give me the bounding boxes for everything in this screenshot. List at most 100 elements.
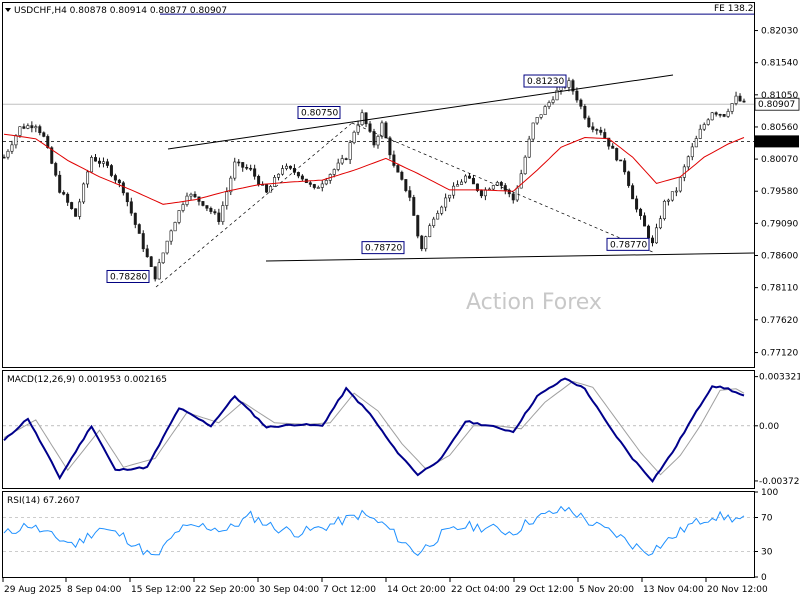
candle: [181, 202, 185, 213]
candle: [467, 173, 471, 179]
candle: [376, 134, 380, 149]
support-trendline: [265, 252, 755, 262]
candle: [416, 214, 420, 239]
annotation-label: 0.78770: [610, 240, 647, 250]
candle: [284, 163, 288, 171]
candle: [643, 212, 647, 227]
candle: [209, 206, 213, 215]
annotation-label: 0.81230: [527, 77, 564, 87]
candle: [654, 223, 658, 244]
candle: [650, 235, 654, 247]
price-tick-label: 0.78600: [761, 252, 798, 262]
time-tick-label: 29 Aug 2025: [4, 585, 62, 595]
candle: [269, 185, 273, 193]
candle: [54, 161, 58, 177]
candle: [30, 121, 34, 133]
candle: [523, 155, 527, 175]
candle: [277, 173, 281, 181]
candle: [511, 192, 515, 204]
candle: [722, 114, 726, 118]
price-tag: 0.80340: [758, 137, 795, 147]
candle: [444, 193, 448, 212]
candle: [101, 157, 105, 168]
candle: [241, 162, 245, 172]
candle: [332, 168, 336, 178]
candle: [153, 266, 157, 282]
price-annotation: 0.78770: [606, 237, 650, 251]
time-tick-label: 8 Sep 04:00: [67, 585, 122, 595]
candle: [229, 175, 233, 196]
candle: [400, 170, 404, 181]
candle: [66, 192, 70, 206]
candle: [436, 210, 440, 220]
candle: [615, 147, 619, 162]
candle: [82, 182, 86, 204]
price-annotation: 0.81230: [523, 74, 567, 88]
price-annotation: 0.78720: [361, 241, 405, 255]
candle: [738, 93, 742, 102]
price-axis: 0.82030 0.81540 0.81050 0.80560 0.80070 0.795…: [754, 27, 800, 359]
candle: [384, 121, 388, 139]
macd-title: MACD(12,26,9) 0.001953 0.002165: [7, 375, 167, 385]
candle: [201, 201, 205, 207]
candle: [113, 173, 117, 184]
symbol-menu-icon[interactable]: [5, 8, 11, 12]
candle: [730, 103, 734, 115]
price-tick-label: 0.81050: [761, 91, 798, 101]
candle: [527, 135, 531, 159]
candle: [22, 123, 26, 130]
candle: [157, 258, 161, 280]
candle: [221, 201, 225, 225]
candle: [666, 198, 670, 206]
candle: [471, 175, 475, 185]
rsi-tick-label: 0: [761, 573, 767, 583]
candle: [237, 159, 241, 167]
candle: [2, 154, 6, 159]
candle: [360, 109, 364, 126]
rsi-panel: [2, 491, 755, 578]
macd-panel: [2, 370, 755, 489]
candle: [280, 165, 284, 176]
candle: [635, 195, 639, 213]
candle: [456, 180, 460, 187]
price-tick-label: 0.82030: [761, 27, 798, 37]
candle: [300, 174, 304, 182]
candle: [591, 122, 595, 133]
candle: [105, 158, 109, 169]
price-tick-label: 0.77120: [761, 349, 798, 359]
price-tag: 0.80907: [758, 100, 795, 110]
macd-signal-line: [3, 380, 745, 476]
candle: [507, 188, 511, 198]
dashed-fall-line: [351, 122, 656, 254]
candle: [539, 114, 543, 120]
candle: [336, 158, 340, 172]
candle: [94, 154, 98, 162]
candle: [396, 163, 400, 173]
time-tick-label: 22 Sep 20:00: [195, 585, 255, 595]
candle: [193, 191, 197, 199]
macd-axis: 0.003321 0.00 -0.003723: [754, 373, 800, 487]
candle: [356, 120, 360, 136]
rsi-axis: 100 70 30 0: [754, 488, 778, 583]
time-tick-label: 15 Sep 12:00: [131, 585, 191, 595]
candle: [531, 122, 535, 142]
price-tick-label: 0.80070: [761, 155, 798, 165]
candle: [499, 180, 503, 190]
candle: [690, 143, 694, 161]
candle: [623, 158, 627, 175]
time-axis: 29 Aug 2025 8 Sep 04:00 15 Sep 12:00 22 Sep…: [2, 578, 768, 595]
candle: [117, 178, 121, 188]
candle: [595, 128, 599, 135]
candle: [448, 194, 452, 202]
candle: [440, 205, 444, 216]
candle: [149, 255, 153, 267]
time-tick-label: 5 Nov 20:00: [579, 585, 634, 595]
macd-tick-label: 0.003321: [759, 373, 800, 383]
time-tick-label: 20 Nov 12:00: [707, 585, 768, 595]
candle: [658, 215, 662, 230]
time-tick-label: 29 Oct 12:00: [515, 585, 574, 595]
candle: [678, 176, 682, 193]
candle: [392, 150, 396, 168]
time-tick-label: 30 Sep 04:00: [259, 585, 319, 595]
